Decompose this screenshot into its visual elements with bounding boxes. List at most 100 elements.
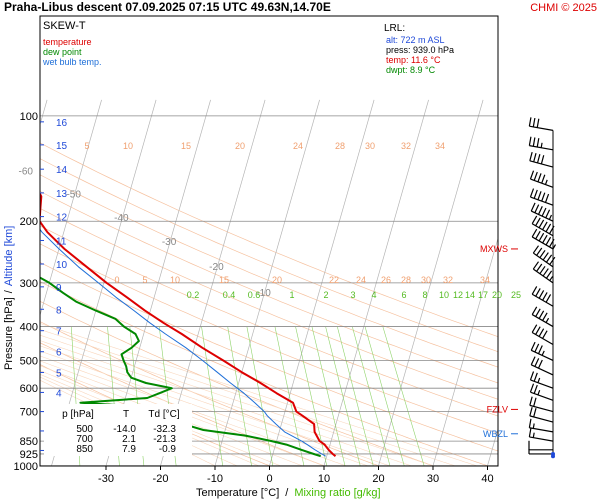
dry-adiabat (40, 190, 498, 384)
level-cell-t: -14.0 (113, 424, 136, 435)
mixing-ratio-label: 6 (401, 290, 406, 300)
wind-barb (529, 407, 554, 423)
isotherm-line (487, 427, 498, 466)
wind-barb-feather (528, 418, 532, 428)
pressure-tick-label: 850 (20, 436, 38, 448)
wind-barb-feather (530, 202, 536, 212)
mixing-ratio-label: 12 (453, 290, 463, 300)
dry-adiabat (40, 225, 498, 417)
wind-barb-feather (538, 290, 545, 299)
copyright-link[interactable]: CHMI © 2025 (530, 2, 597, 14)
level-table-row: 500 -14.0 -32.3 (76, 424, 176, 435)
wind-barb-feather (529, 396, 533, 406)
plot-frame (39, 15, 499, 467)
wind-barb-feather (535, 217, 541, 227)
level-cell-t: 7.9 (122, 444, 136, 455)
moist-adiabat-label: 5 (84, 141, 89, 151)
isotherm-line (269, 99, 375, 466)
wind-barb-half-feather (537, 377, 541, 383)
wind-barb-half-feather (537, 389, 541, 396)
temperature-tick-label: 30 (427, 473, 439, 485)
mixing-ratio-label: 0.2 (187, 290, 200, 300)
wind-barb-feather (528, 117, 532, 127)
altitude-tick-label: 8 (56, 305, 62, 316)
altitude-tick-label: 15 (56, 141, 68, 152)
x-axis-label: Temperature [°C] / Mixing ratio [g/kg] (196, 487, 381, 499)
isotherm-label: -30 (162, 237, 177, 248)
wind-barb-feather (530, 341, 536, 351)
wind-barb-feather (541, 207, 547, 217)
label-layer: -80-70-60-50-40-30-20-105101520242830323… (14, 15, 521, 485)
mixing-ratio-label: 1 (289, 290, 294, 300)
wbzl-marker: WBZL (483, 429, 508, 439)
mixing-ratio-line (351, 326, 391, 466)
wind-barb-feather (534, 358, 540, 367)
wind-barb-feather (533, 384, 538, 394)
wind-barb-feather (528, 136, 532, 146)
wind-barb-feather (529, 188, 535, 198)
wind-barb-feather (542, 312, 548, 321)
mixing-ratio-line (382, 326, 425, 466)
pressure-tick-label: 200 (20, 216, 38, 228)
wind-barb (529, 188, 554, 206)
wind-barb-feather (529, 371, 535, 381)
wind-barb (530, 356, 554, 376)
isotherm-label: -10 (256, 288, 271, 299)
wind-barb-feather (536, 138, 540, 148)
wind-barb-feather (537, 206, 543, 215)
altitude-tick-label: 14 (56, 165, 68, 176)
wind-barb-feather (530, 356, 536, 366)
wind-barb-feather (528, 427, 532, 438)
level-table-header-p: p [hPa] (62, 409, 94, 420)
wind-barb-feather (531, 286, 538, 295)
wind-barb-feather (545, 294, 552, 303)
wind-barb-feather (541, 192, 546, 202)
mixing-ratio-line (336, 326, 374, 466)
moist-adiabat-label: 24 (356, 275, 366, 285)
moist-adiabat (40, 376, 238, 466)
wind-barb (528, 117, 554, 131)
wind-barb-feather (537, 173, 542, 183)
chart-title: Praha-Libus descent 07.09.2025 07:15 UTC… (4, 0, 331, 14)
wind-barb (530, 202, 554, 222)
wind-barb (531, 228, 557, 250)
wind-barb-feather (540, 155, 545, 165)
wind-barb-feather (529, 151, 533, 161)
moist-adiabat (40, 350, 370, 466)
wind-barb (528, 136, 554, 151)
wind-barb-feather (545, 223, 552, 233)
lrl-temperature: temp: 11.6 °C (386, 55, 441, 65)
isotherm-line (432, 237, 498, 466)
y-label-sep: / (3, 289, 15, 293)
wind-barb-feather (537, 345, 543, 354)
moist-adiabat-label: 10 (123, 141, 133, 151)
wind-barb-feather (531, 324, 538, 333)
wind-barb (529, 383, 554, 401)
mixing-ratio-label: 25 (511, 290, 521, 300)
isotherm-label: -60 (19, 166, 34, 177)
level-table-header-t: T (123, 409, 129, 420)
altitude-tick-label: 5 (56, 368, 62, 379)
mixing-ratio-label: 0.6 (248, 290, 261, 300)
mixing-ratio-label: 20 (492, 290, 502, 300)
pressure-tick-label: 500 (20, 355, 38, 367)
moist-adiabat (40, 340, 413, 466)
wind-barb-feather (538, 232, 545, 242)
wind-barb (528, 427, 554, 442)
isotherm-line (378, 99, 484, 466)
wind-barb-feather (536, 247, 543, 256)
pressure-tick-label: 700 (20, 407, 38, 419)
isotherm-line (540, 100, 600, 473)
moist-adiabat (40, 360, 326, 466)
level-cell-t: 2.1 (122, 434, 136, 445)
wind-barb-half-feather (552, 244, 557, 250)
wind-barb-feather (545, 270, 553, 279)
level-cell-td: -32.3 (153, 424, 176, 435)
moist-adiabat-label: 30 (421, 275, 431, 285)
x-label-mixing-ratio: Mixing ratio [g/kg] (294, 487, 380, 499)
moist-adiabat (40, 370, 282, 466)
mixing-ratio-label: 17 (478, 290, 488, 300)
wind-barb (528, 418, 554, 433)
level-cell-p: 500 (76, 424, 93, 435)
